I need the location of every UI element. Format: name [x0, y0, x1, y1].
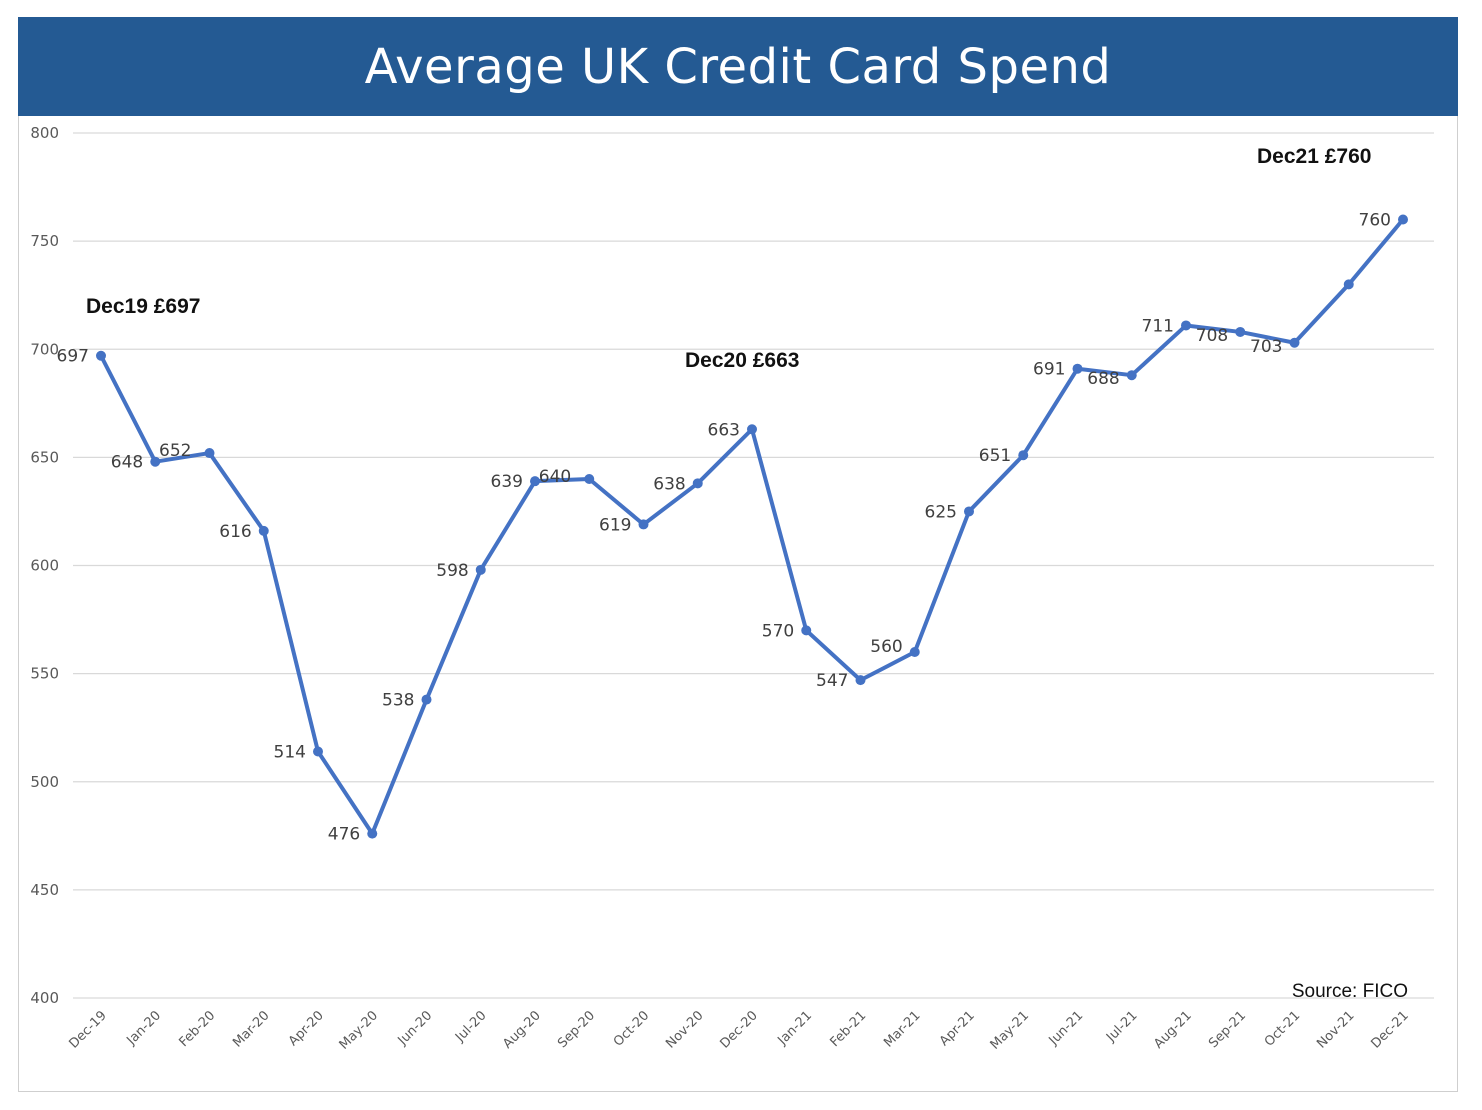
source-note: Source: FICO: [1292, 981, 1408, 1002]
data-label: 648: [111, 453, 143, 473]
data-point: [475, 564, 486, 575]
y-tick-label: 600: [30, 557, 59, 575]
x-tick-label: Jul-20: [452, 1008, 489, 1045]
data-point: [1018, 450, 1029, 461]
data-label: 560: [870, 637, 902, 657]
data-label: 570: [762, 621, 794, 641]
x-tick-label: Nov-21: [1314, 1008, 1357, 1051]
data-label: 638: [653, 474, 685, 494]
data-point: [1072, 363, 1083, 374]
x-tick-label: Nov-20: [663, 1008, 706, 1051]
data-labels: 697 648 652 616 514 476 538 598 639 640 619 638 663 5…: [57, 211, 1391, 845]
x-tick-label: Jan-20: [124, 1008, 165, 1049]
data-label: 598: [436, 561, 468, 581]
data-point: [584, 474, 595, 484]
x-tick-label: Apr-21: [937, 1008, 978, 1049]
data-label: 616: [219, 522, 251, 542]
x-axis-ticks: Dec-19 Jan-20 Feb-20 Mar-20 Apr-20 May-20 Jun-…: [66, 1008, 1411, 1052]
data-point: [530, 476, 540, 487]
chart-title: Average UK Credit Card Spend: [364, 38, 1112, 95]
title-banner: Average UK Credit Card Spend: [18, 17, 1458, 116]
data-label: 663: [708, 420, 740, 440]
data-point: [150, 456, 161, 467]
data-label: 625: [925, 502, 957, 522]
data-label: 619: [599, 515, 631, 535]
data-label: 697: [57, 347, 89, 367]
y-tick-label: 550: [30, 665, 59, 683]
x-tick-label: Mar-21: [881, 1008, 923, 1050]
x-tick-label: May-20: [337, 1008, 381, 1052]
data-label: 514: [274, 742, 306, 762]
y-tick-label: 500: [30, 773, 59, 791]
annotations: Dec19 £697 Dec20 £663 Dec21 £760: [86, 145, 1371, 372]
data-point: [1181, 320, 1191, 331]
x-tick-label: Sep-20: [555, 1008, 598, 1051]
data-point: [421, 694, 432, 705]
annotation-label: Dec21 £760: [1257, 145, 1371, 168]
data-point: [801, 625, 812, 636]
data-point: [1343, 279, 1354, 290]
x-tick-label: Dec-20: [717, 1008, 760, 1051]
data-label: 688: [1087, 369, 1119, 389]
annotation-label: Dec19 £697: [86, 295, 200, 318]
data-point: [692, 478, 703, 489]
x-tick-label: Jun-21: [1046, 1008, 1087, 1049]
data-point: [367, 828, 378, 839]
data-label: 651: [979, 446, 1011, 466]
data-label: 639: [491, 472, 523, 492]
y-tick-label: 450: [30, 881, 59, 899]
x-tick-label: Aug-20: [500, 1008, 544, 1052]
data-point: [204, 448, 215, 459]
data-point: [1235, 326, 1246, 337]
data-point: [258, 525, 269, 536]
data-label: 652: [159, 441, 191, 461]
data-point: [909, 647, 920, 657]
y-tick-label: 650: [30, 448, 59, 466]
data-point: [313, 746, 323, 757]
data-point: [1289, 337, 1300, 348]
chart-frame: [18, 17, 1458, 1092]
x-tick-label: Mar-20: [230, 1008, 272, 1050]
data-points: [96, 214, 1408, 839]
data-point: [1398, 214, 1408, 225]
y-tick-label: 750: [30, 232, 59, 250]
data-point: [964, 506, 974, 517]
data-point: [638, 519, 649, 530]
data-label: 476: [328, 825, 360, 845]
x-tick-label: Jul-21: [1103, 1008, 1140, 1045]
x-tick-label: Oct-21: [1262, 1008, 1304, 1050]
data-label: 760: [1359, 211, 1391, 231]
y-tick-label: 800: [30, 124, 59, 142]
x-tick-label: Feb-21: [827, 1008, 869, 1050]
data-label: 691: [1033, 360, 1065, 380]
data-point: [1126, 370, 1137, 381]
data-label: 538: [382, 691, 414, 711]
data-label: 708: [1196, 326, 1228, 346]
data-label: 703: [1250, 337, 1282, 357]
x-tick-label: Jan-21: [775, 1008, 816, 1049]
data-label: 547: [816, 671, 848, 691]
x-tick-label: Dec-21: [1368, 1008, 1411, 1051]
data-point: [855, 675, 866, 686]
annotation-label: Dec20 £663: [685, 349, 799, 372]
y-axis-ticks: 400 450 500 550 600 650 700 750 800: [30, 124, 59, 1007]
data-label: 711: [1142, 316, 1174, 336]
gridlines: [73, 132, 1434, 999]
x-tick-label: Jun-20: [395, 1008, 436, 1049]
x-tick-label: Sep-21: [1206, 1008, 1249, 1051]
x-tick-label: Oct-20: [611, 1008, 653, 1050]
y-tick-label: 700: [30, 340, 59, 358]
data-point: [96, 350, 106, 361]
x-tick-label: May-21: [988, 1008, 1032, 1052]
x-tick-label: Dec-19: [66, 1008, 109, 1051]
data-label: 640: [539, 467, 571, 487]
data-point: [747, 424, 757, 435]
x-tick-label: Aug-21: [1151, 1008, 1195, 1052]
x-tick-label: Apr-20: [286, 1008, 327, 1049]
y-tick-label: 400: [30, 989, 59, 1007]
x-tick-label: Feb-20: [176, 1008, 218, 1050]
